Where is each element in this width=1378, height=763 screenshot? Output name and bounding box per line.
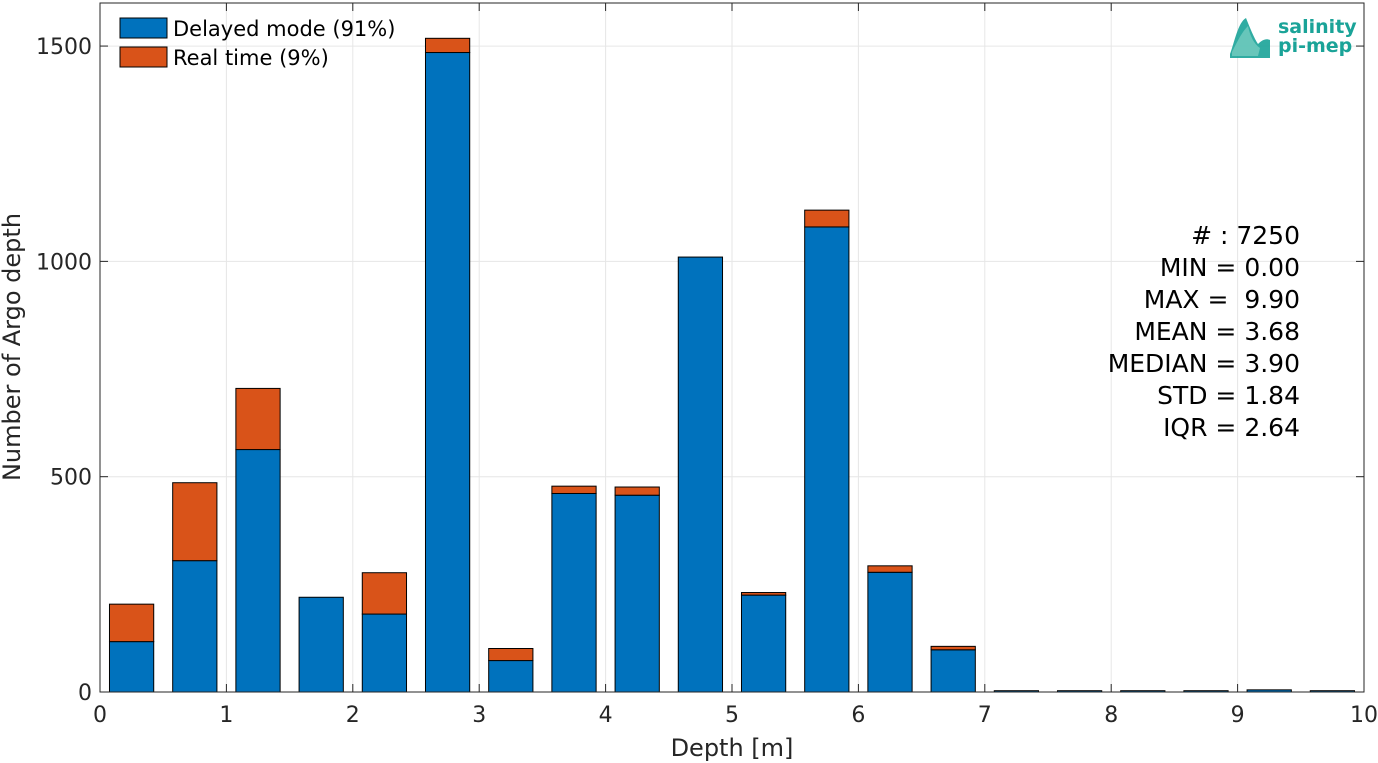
legend-label: Real time (9%) [173, 46, 329, 70]
stat-line: STD = 1.84 [1157, 381, 1300, 410]
logo-line2: pi-mep [1278, 35, 1352, 57]
x-axis-label: Depth [m] [671, 734, 794, 762]
y-tick-label: 500 [50, 466, 92, 491]
x-tick-label: 6 [851, 703, 865, 728]
x-tick-label: 0 [93, 703, 107, 728]
bar-delayed-mode [361, 613, 408, 693]
bar-real-time [551, 485, 597, 494]
bar-delayed-mode [867, 571, 913, 693]
legend-swatch [119, 17, 168, 39]
grid-lines [99, 3, 1365, 693]
bar-delayed-mode [298, 596, 344, 693]
x-tick-label: 3 [472, 703, 486, 728]
stat-line: MEAN = 3.68 [1134, 317, 1300, 346]
x-tick-label: 7 [978, 703, 992, 728]
bars-group [108, 37, 1356, 693]
bar-real-time [614, 486, 660, 496]
y-tick-label: 1000 [36, 250, 92, 275]
stat-line: MEDIAN = 3.90 [1108, 349, 1300, 378]
stat-line: IQR = 2.64 [1163, 413, 1300, 442]
legend-swatch [119, 46, 168, 68]
x-tick-label: 10 [1350, 703, 1378, 728]
bar-real-time [424, 37, 471, 54]
legend: Delayed mode (91%) Real time (9%) [119, 17, 395, 70]
stat-line: MIN = 0.00 [1160, 253, 1300, 282]
y-axis-label: Number of Argo depth [0, 213, 26, 481]
salinity-pi-mep-logo: salinity pi-mep [1230, 16, 1357, 58]
stat-line: # : 7250 [1191, 221, 1300, 250]
x-tick-label: 9 [1231, 703, 1245, 728]
logo-line1: salinity [1278, 16, 1357, 38]
stat-line: MAX = 9.90 [1144, 285, 1300, 314]
axis-ticks: 0 1 2 3 4 5 6 7 8 9 10 0 500 1000 1500 [36, 3, 1378, 728]
x-tick-label: 5 [725, 703, 739, 728]
bar-delayed-mode [488, 660, 534, 693]
bar-delayed-mode [235, 449, 281, 693]
bar-delayed-mode [424, 52, 471, 693]
bar-delayed-mode [108, 641, 155, 693]
y-tick-label: 1500 [36, 35, 92, 60]
x-tick-label: 2 [346, 703, 360, 728]
bar-delayed-mode [677, 256, 724, 693]
x-tick-label: 1 [219, 703, 233, 728]
bar-real-time [235, 387, 281, 451]
bar-real-time [804, 209, 850, 228]
y-tick-label: 0 [78, 681, 92, 706]
bar-delayed-mode [614, 494, 660, 693]
bar-real-time [108, 603, 155, 643]
bar-real-time [361, 572, 408, 615]
bar-real-time [867, 565, 913, 573]
bar-real-time [172, 482, 218, 562]
bar-delayed-mode [551, 492, 597, 693]
bar-real-time [930, 645, 976, 651]
bar-delayed-mode [930, 649, 976, 693]
legend-label: Delayed mode (91%) [173, 17, 395, 41]
x-tick-label: 4 [599, 703, 613, 728]
bar-real-time [488, 648, 534, 662]
bar-delayed-mode [740, 594, 787, 693]
bar-real-time [740, 592, 787, 596]
bar-delayed-mode [172, 560, 218, 693]
stats-box: # : 7250 MIN = 0.00 MAX = 9.90 MEAN = 3.68 M… [1108, 221, 1300, 442]
logo-wave-highlight-icon [1232, 26, 1260, 56]
x-tick-label: 8 [1104, 703, 1118, 728]
bar-delayed-mode [804, 226, 850, 693]
